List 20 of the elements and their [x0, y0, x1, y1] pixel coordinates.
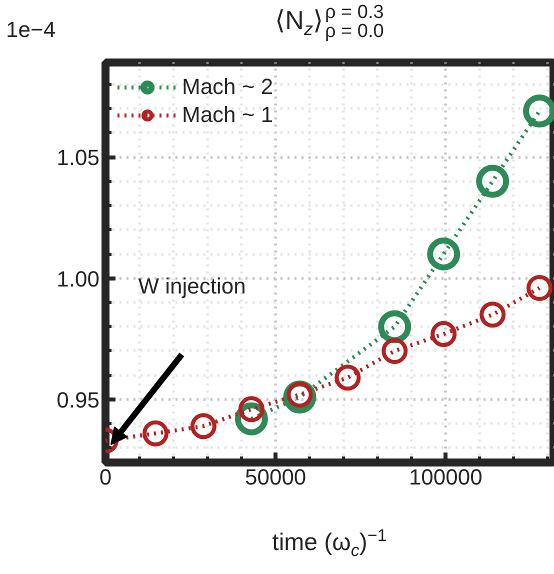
annotation: W injection — [138, 274, 246, 298]
text: 1e−4 — [6, 16, 56, 44]
point — [476, 164, 510, 198]
y-tick-label: 1.05 — [56, 145, 100, 170]
point — [526, 274, 553, 301]
point — [142, 420, 168, 446]
legend-label: Mach ~ 1 — [182, 102, 274, 128]
x-tick-label: 50000 — [244, 464, 306, 490]
x-axis-title: time (ω$_{c}$)$^{−1}$ — [272, 526, 387, 560]
y-tick-label: 0.95 — [56, 387, 100, 412]
point — [334, 364, 361, 391]
point — [427, 238, 460, 270]
y-tick-label: 1.00 — [56, 266, 100, 292]
point — [382, 338, 408, 364]
legend-label: Mach ~ 2 — [182, 74, 274, 100]
point — [190, 413, 216, 440]
x-tick-label: 0 — [99, 464, 112, 490]
point — [480, 302, 506, 328]
point — [430, 321, 457, 347]
x-tick-label: 100000 — [408, 464, 482, 490]
